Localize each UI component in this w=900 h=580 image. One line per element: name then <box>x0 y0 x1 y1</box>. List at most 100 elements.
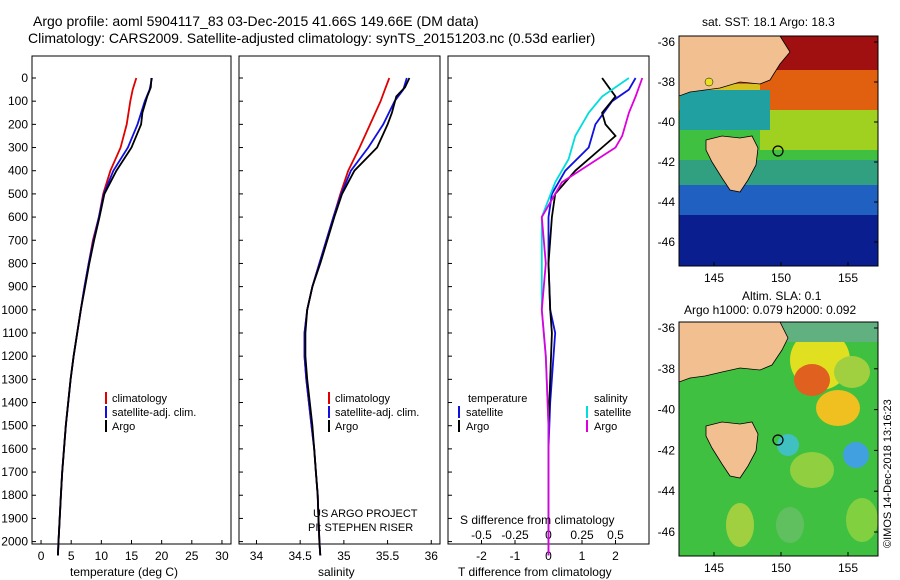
salinity-lines <box>303 77 411 556</box>
lat-tick-label: -46 <box>658 235 676 249</box>
x-tick-label: -2 <box>476 549 487 563</box>
depth-tick-label: 1000 <box>1 303 28 317</box>
depth-tick-label: 1600 <box>1 442 28 456</box>
legend-climatology: climatology <box>112 393 168 405</box>
lat-tick-label: -46 <box>658 525 676 539</box>
depth-tick-label: 1100 <box>2 326 28 340</box>
depth-tick-label: 300 <box>8 141 28 155</box>
legend-satellite: satellite-adj. clim. <box>112 407 196 419</box>
x-tick-label: 34 <box>250 549 264 563</box>
x-tick-label: 15 <box>125 549 139 563</box>
x-tick-label: 1 <box>579 549 586 563</box>
legend-t-head: temperature <box>468 393 527 405</box>
x-tick-label: 2 <box>612 549 619 563</box>
legend-s-argo: Argo <box>594 421 617 433</box>
sla-map <box>678 321 879 557</box>
sla-map-axes: -36 -38 -40 -42 -44 -46 145 150 155 <box>658 321 878 575</box>
series-climatology <box>57 77 138 556</box>
depth-tick-label: 1400 <box>1 396 28 410</box>
lon-tick-label: 150 <box>771 561 791 575</box>
x-tick-label: 34.5 <box>288 549 312 563</box>
xlabel-tdiff: T difference from climatology <box>458 565 612 579</box>
depth-tick-label: 1800 <box>1 488 28 502</box>
legend-temperature: climatology satellite-adj. clim. Argo <box>105 392 196 433</box>
series-temperature-argo <box>547 77 617 556</box>
depth-tick-label: 900 <box>8 280 28 294</box>
legend-t-argo: Argo <box>466 421 489 433</box>
depth-tick-label: 1300 <box>1 372 28 386</box>
depth-tick-label: 200 <box>8 117 28 131</box>
depth-tick-label: 1900 <box>1 511 28 525</box>
x-tick-label: 0 <box>38 549 45 563</box>
xlabel-temperature: temperature (deg C) <box>70 565 178 579</box>
x-tick-label: 0 <box>545 549 552 563</box>
lat-tick-label: -40 <box>658 403 676 417</box>
depth-tick-label: 2000 <box>1 535 28 549</box>
sdiff-tick-label: -0.25 <box>501 528 529 542</box>
sdiff-tick-label: 0.5 <box>607 528 624 542</box>
sdiff-tick-label: 0.25 <box>570 528 594 542</box>
lon-tick-label: 145 <box>704 271 724 285</box>
lat-tick-label: -42 <box>658 155 676 169</box>
lat-tick-label: -42 <box>658 443 676 457</box>
series-salinity-argo <box>540 77 644 556</box>
lat-tick-label: -38 <box>658 75 676 89</box>
imos-stamp: ©IMOS 14-Dec-2018 13:16:23 <box>882 399 894 548</box>
x-tick-label: 25 <box>185 549 199 563</box>
lat-tick-label: -38 <box>658 362 676 376</box>
depth-tick-label: 1200 <box>1 349 28 363</box>
depth-tick-label: 500 <box>8 187 28 201</box>
lat-tick-label: -44 <box>658 195 676 209</box>
x-tick-label: 35.5 <box>376 549 400 563</box>
sst-map-axes: -36 -38 -40 -42 -44 -46 145 150 155 <box>658 35 878 285</box>
lat-tick-label: -44 <box>658 484 676 498</box>
series-satellite-adj-clim- <box>57 77 153 556</box>
legend-s-satellite: satellite <box>594 407 631 419</box>
x-tick-label: 20 <box>155 549 169 563</box>
panel-salinity <box>238 55 441 545</box>
lon-tick-label: 145 <box>704 561 724 575</box>
series-temperature-satellite <box>547 77 637 556</box>
x-tick-label: 10 <box>95 549 109 563</box>
difference-lines <box>540 77 644 556</box>
sla-title2: Argo h1000: 0.079 h2000: 0.092 <box>684 303 856 317</box>
x-tick-label: 36 <box>425 549 439 563</box>
legend-difference: temperature satellite Argo salinity sate… <box>458 393 631 433</box>
temperature-lines <box>57 77 153 556</box>
lat-tick-label: -40 <box>658 115 676 129</box>
sdiff-label: S difference from climatology <box>460 513 615 527</box>
legend-climatology-2: climatology <box>335 393 391 405</box>
legend-satellite-2: satellite-adj. clim. <box>335 407 419 419</box>
depth-tick-label: 700 <box>8 233 28 247</box>
depth-axis: 0 100 200 300 400 500 600 700 800 900 1000 1100 1200… <box>1 71 452 549</box>
x-tick-label: 35 <box>337 549 351 563</box>
lon-tick-label: 155 <box>838 561 858 575</box>
sdiff-axis: -0.5 -0.25 0 0.25 0.5 <box>471 528 624 542</box>
lat-tick-label: -36 <box>658 35 676 49</box>
legend-s-head: salinity <box>594 393 628 405</box>
legend-argo: Argo <box>112 421 135 433</box>
depth-tick-label: 1500 <box>1 419 28 433</box>
temperature-axis: 0 5 10 15 20 25 30 <box>38 540 229 563</box>
depth-tick-label: 100 <box>8 94 28 108</box>
lon-tick-label: 155 <box>838 271 858 285</box>
x-tick-label: 5 <box>68 549 75 563</box>
sdiff-tick-label: -0.5 <box>471 528 492 542</box>
sst-map <box>678 35 879 267</box>
x-tick-label: -1 <box>510 549 521 563</box>
series-argo <box>304 77 411 556</box>
lat-tick-label: -36 <box>658 321 676 335</box>
sla-title1: Altim. SLA: 0.1 <box>742 289 822 303</box>
header-line1: Argo profile: aoml 5904117_83 03-Dec-201… <box>33 13 479 29</box>
series-argo <box>57 77 153 556</box>
legend-salinity: climatology satellite-adj. clim. Argo <box>328 392 419 433</box>
legend-t-satellite: satellite <box>466 407 503 419</box>
salinity-axis: 34 34.5 35 35.5 36 <box>250 540 438 563</box>
depth-tick-label: 600 <box>8 210 28 224</box>
series-satellite-adj-clim- <box>303 77 408 556</box>
legend-argo-2: Argo <box>335 421 358 433</box>
x-tick-label: 30 <box>215 549 229 563</box>
depth-tick-label: 800 <box>8 256 28 270</box>
tdiff-axis: -2 -1 0 1 2 <box>476 540 619 563</box>
